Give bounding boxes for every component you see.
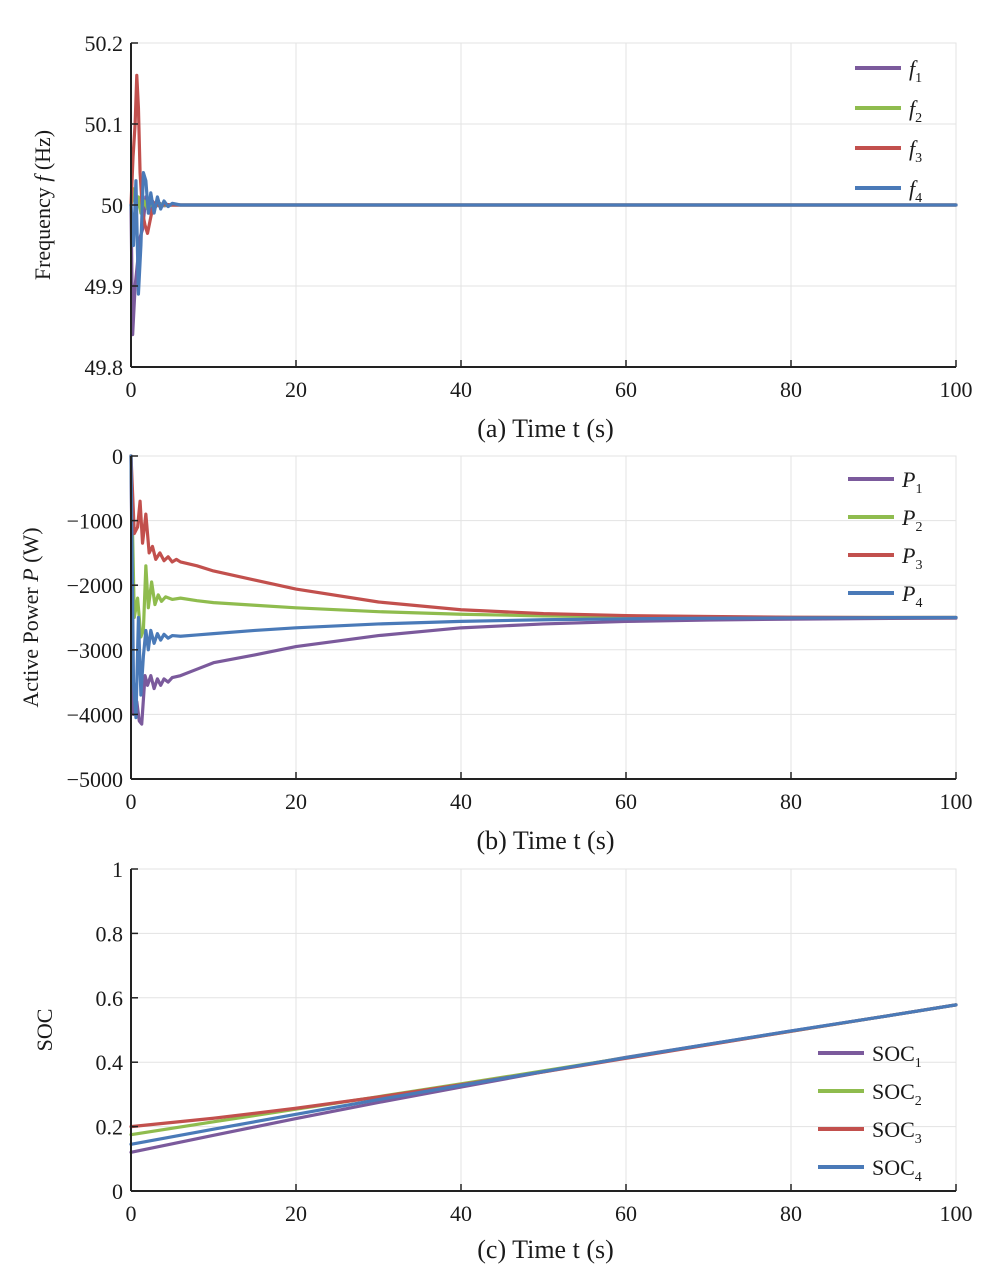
legend-label-4: f4 — [909, 176, 922, 206]
legend-label-3: SOC3 — [872, 1117, 922, 1147]
y-tick-label: 50.2 — [85, 31, 124, 56]
y-tick-label: 50 — [101, 193, 123, 218]
x-tick-label: 20 — [285, 1201, 307, 1226]
series-line-P4 — [129, 454, 958, 720]
legend: SOC1 SOC2 SOC3 SOC4 — [818, 1041, 922, 1185]
y-tick-label: −3000 — [67, 638, 123, 663]
x-tick-label: 80 — [780, 789, 802, 814]
y-tick-label: −2000 — [67, 573, 123, 598]
x-tick-label: 0 — [126, 377, 137, 402]
x-tick-label: 100 — [940, 789, 973, 814]
x-tick-label: 40 — [450, 789, 472, 814]
y-tick-label: −5000 — [67, 767, 123, 792]
legend-label-3: f3 — [909, 136, 922, 166]
legend-label-2: f2 — [909, 96, 922, 126]
legend-label-1: SOC1 — [872, 1041, 922, 1071]
y-tick-label: 49.8 — [85, 355, 124, 380]
legend-label-1: f1 — [909, 56, 922, 86]
series-line-f4 — [129, 171, 958, 296]
y-tick-label: 0.4 — [96, 1050, 124, 1075]
series-line-P3 — [129, 454, 958, 620]
x-tick-label: 80 — [780, 377, 802, 402]
y-tick-label: 0 — [112, 444, 123, 469]
x-tick-label: 40 — [450, 377, 472, 402]
legend: f1 f2 f3 f4 — [855, 56, 922, 206]
y-axis-label: Active Power P (W) — [18, 527, 43, 707]
legend-label-4: SOC4 — [872, 1155, 922, 1185]
y-tick-label: 0.6 — [96, 986, 124, 1011]
y-tick-label: 0.2 — [96, 1115, 124, 1140]
y-tick-label: −1000 — [67, 509, 123, 534]
x-tick-label: 80 — [780, 1201, 802, 1226]
legend-label-2: P2 — [901, 505, 922, 535]
x-tick-label: 60 — [615, 377, 637, 402]
y-tick-label: 50.1 — [85, 112, 124, 137]
x-tick-label: 60 — [615, 789, 637, 814]
x-tick-label: 60 — [615, 1201, 637, 1226]
chart-panel-2: 0 20 40 60 80 100 −5000 −4000 −3000 −2000 −1000 0 (b… — [18, 444, 973, 855]
legend-label-3: P3 — [901, 543, 922, 573]
y-tick-label: 49.9 — [85, 274, 124, 299]
x-axis-label: (b) Time t (s) — [477, 826, 615, 855]
y-tick-label: −4000 — [67, 702, 123, 727]
legend-label-1: P1 — [901, 467, 922, 497]
y-tick-label: 0.8 — [96, 921, 124, 946]
x-tick-label: 20 — [285, 377, 307, 402]
x-tick-label: 100 — [940, 1201, 973, 1226]
chart-panel-3: 0 20 40 60 80 100 0 0.2 0.4 0.6 0.8 1 (c) Time t (s)… — [32, 857, 973, 1264]
y-axis-label: Frequency f (Hz) — [30, 130, 55, 280]
x-tick-label: 0 — [126, 789, 137, 814]
x-axis-label: (c) Time t (s) — [477, 1235, 614, 1264]
legend: P1 P2 P3 P4 — [848, 467, 922, 611]
legend-label-2: SOC2 — [872, 1079, 922, 1109]
y-tick-label: 0 — [112, 1179, 123, 1204]
y-axis-label: SOC — [32, 1009, 57, 1052]
y-tick-label: 1 — [112, 857, 123, 882]
x-tick-label: 100 — [940, 377, 973, 402]
x-axis-label: (a) Time t (s) — [477, 414, 614, 443]
plot-area — [130, 868, 957, 1192]
legend-label-4: P4 — [901, 581, 922, 611]
chart-panel-1: 0 20 40 60 80 100 49.8 49.9 50 50.1 50.2 (a) Time t… — [30, 31, 973, 443]
x-tick-label: 40 — [450, 1201, 472, 1226]
x-tick-label: 20 — [285, 789, 307, 814]
series-line-SOC4 — [129, 1003, 958, 1146]
series-line-P1 — [129, 454, 958, 726]
x-tick-label: 0 — [126, 1201, 137, 1226]
